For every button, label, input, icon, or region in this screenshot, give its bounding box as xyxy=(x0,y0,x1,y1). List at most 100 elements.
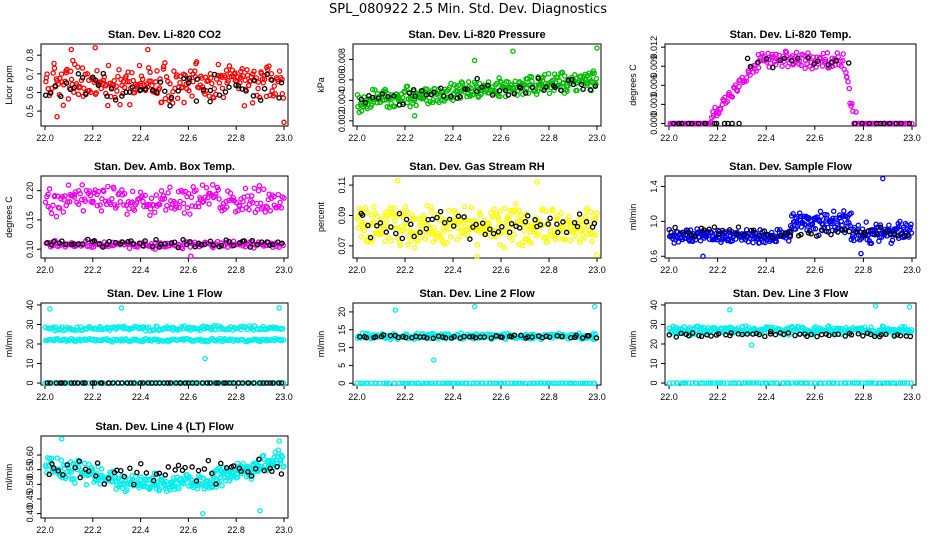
overlay-point xyxy=(207,87,214,94)
data-point xyxy=(594,252,600,258)
data-point xyxy=(428,204,434,210)
data-point xyxy=(591,303,598,310)
data-point xyxy=(249,100,256,106)
overlay-point xyxy=(828,231,834,238)
data-point xyxy=(62,193,68,199)
data-point xyxy=(257,507,263,514)
overlay-point xyxy=(499,334,505,340)
panel-title: Stan. Dev. Line 4 (LT) Flow xyxy=(95,421,234,433)
overlay-point xyxy=(222,89,229,95)
panel-title: Stan. Dev. Line 1 Flow xyxy=(107,288,223,300)
overlay-point xyxy=(131,481,137,488)
data-point xyxy=(71,194,78,200)
overlay-point xyxy=(254,242,261,248)
x-tick-label: 22.0 xyxy=(660,265,678,275)
data-point xyxy=(755,64,762,71)
overlay-point xyxy=(47,90,54,96)
overlay-point xyxy=(131,380,137,386)
overlay-point xyxy=(181,75,187,82)
overlay-point xyxy=(74,380,81,386)
data-point xyxy=(727,307,733,313)
overlay-point xyxy=(430,335,437,342)
data-point xyxy=(184,205,191,211)
overlay-point xyxy=(51,238,57,245)
data-point xyxy=(382,238,388,245)
overlay-point xyxy=(406,90,413,96)
panel-title: Stan. Dev. Li-820 Pressure xyxy=(408,29,545,41)
data-point xyxy=(219,85,226,91)
overlay-point xyxy=(417,229,423,236)
data-point xyxy=(269,88,275,94)
y-tick-label: 30 xyxy=(649,319,659,329)
data-point xyxy=(220,94,227,101)
x-tick-label: 22.0 xyxy=(348,392,366,402)
overlay-point xyxy=(251,380,257,386)
x-tick-label: 22.0 xyxy=(36,265,54,275)
data-point xyxy=(592,232,599,238)
data-point xyxy=(589,238,595,245)
overlay-point xyxy=(441,93,447,99)
overlay-point xyxy=(563,229,570,236)
data-point xyxy=(564,221,570,228)
panel-6: Stan. Dev. Sample Flow ml/min 0.6 1.0 1.4 22.… xyxy=(628,161,921,275)
data-point xyxy=(763,380,770,386)
overlay-point xyxy=(736,120,742,127)
overlay-point xyxy=(678,120,685,127)
data-point xyxy=(485,79,492,85)
overlay-point xyxy=(367,234,374,241)
overlay-point xyxy=(729,120,735,127)
data-point xyxy=(539,77,546,84)
data-point xyxy=(279,90,286,97)
overlay-point xyxy=(532,217,538,223)
overlay-point xyxy=(508,220,515,227)
data-point xyxy=(255,187,262,194)
data-point xyxy=(161,195,168,202)
data-point xyxy=(395,177,401,184)
data-point xyxy=(275,191,282,198)
overlay-point xyxy=(835,331,842,337)
data-point xyxy=(280,380,287,386)
data-point xyxy=(46,186,53,192)
data-point xyxy=(739,323,746,330)
data-point xyxy=(127,101,133,108)
overlay-point xyxy=(62,380,68,386)
data-point xyxy=(177,79,183,86)
data-point xyxy=(675,239,682,245)
x-tick-label: 22.8 xyxy=(540,392,558,402)
data-point xyxy=(60,209,67,215)
data-point xyxy=(538,380,545,386)
overlay-point xyxy=(554,221,560,227)
data-point xyxy=(65,472,72,478)
data-point xyxy=(810,54,817,60)
data-point xyxy=(93,90,99,96)
overlay-point xyxy=(502,87,509,94)
x-tick-label: 22.2 xyxy=(396,392,414,402)
x-tick-label: 23.0 xyxy=(588,392,606,402)
data-point xyxy=(188,253,194,259)
overlay-point xyxy=(489,92,496,98)
overlay-point xyxy=(854,229,860,235)
data-point xyxy=(397,243,403,249)
data-point xyxy=(192,68,198,74)
overlay-point xyxy=(846,228,853,235)
data-point xyxy=(822,56,829,63)
overlay-point xyxy=(748,227,755,234)
data-point xyxy=(190,78,196,85)
overlay-point xyxy=(490,230,497,237)
x-tick-label: 22.2 xyxy=(84,525,102,535)
overlay-point xyxy=(106,238,112,245)
overlay-point xyxy=(886,120,893,127)
data-point xyxy=(835,225,841,232)
overlay-point xyxy=(823,228,829,234)
y-axis-label: kPa xyxy=(316,77,326,93)
data-point xyxy=(534,88,541,94)
overlay-point xyxy=(767,331,774,337)
overlay-point xyxy=(193,380,200,386)
y-tick-label: 0.55 xyxy=(25,461,35,479)
data-point xyxy=(863,380,869,386)
x-tick-label: 22.2 xyxy=(709,392,727,402)
overlay-point xyxy=(767,328,774,335)
y-tick-label: 0.7 xyxy=(25,68,35,81)
data-point xyxy=(58,436,65,442)
overlay-point xyxy=(403,216,410,223)
